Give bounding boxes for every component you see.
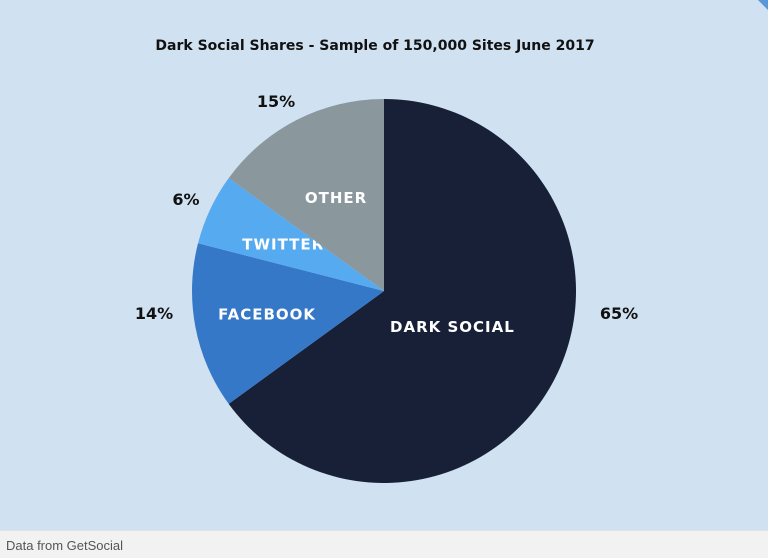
pie-slice-dark-social (228, 99, 576, 484)
slice-value-twitter: 6% (172, 190, 199, 209)
slice-value-facebook: 14% (135, 304, 173, 323)
pie-slice-other (228, 99, 384, 291)
slice-value-dark-social: 65% (600, 304, 638, 323)
slice-label-other: OTHER (305, 189, 367, 207)
pie-slice-twitter (198, 178, 384, 291)
pie-slice-facebook (192, 243, 384, 404)
slice-label-dark-social: DARK SOCIAL (390, 318, 515, 336)
source-caption: Data from GetSocial (0, 530, 768, 558)
slice-label-twitter: TWITTER (242, 236, 324, 254)
slice-value-other: 15% (257, 92, 295, 111)
slice-label-facebook: FACEBOOK (218, 305, 316, 323)
corner-fold-icon (758, 0, 768, 10)
chart-title: Dark Social Shares - Sample of 150,000 S… (155, 38, 595, 54)
chart-panel: Dark Social Shares - Sample of 150,000 S… (0, 0, 768, 530)
pie-chart: DARK SOCIAL 65% FACEBOOK 14% TWITTER 6% OTHER 1… (135, 92, 638, 484)
